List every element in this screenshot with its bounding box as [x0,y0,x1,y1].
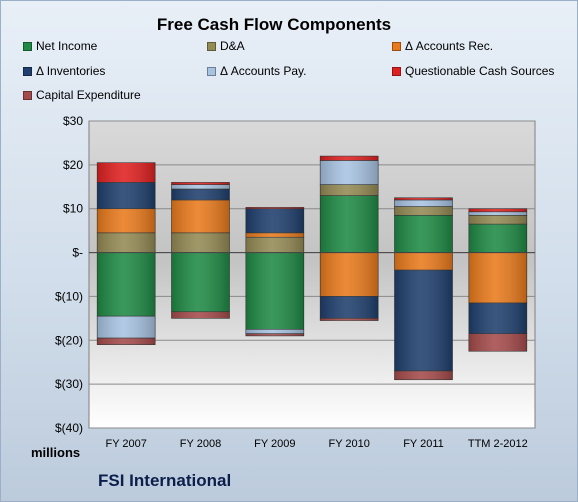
plot-background [88,120,536,429]
legend-label: Questionable Cash Sources [405,64,555,78]
bar-segment-sheen [171,232,230,253]
bar-segment-sheen [97,252,156,317]
bar-segment-sheen [394,197,453,200]
bar-segment-sheen [171,311,230,319]
bar-segment-sheen [97,316,156,339]
bar-segment-sheen [320,195,379,253]
legend-item: Δ Accounts Pay. [207,64,307,78]
bar-segment-sheen [97,162,156,183]
legend-item: Δ Inventories [23,64,105,78]
bar-segment-sheen [171,199,230,233]
legend-swatch [23,41,32,51]
bar-segment-sheen [171,188,230,200]
y-tick-label: $10 [63,202,83,216]
legend-item: D&A [207,39,245,53]
legend-label: Δ Accounts Pay. [220,64,307,78]
bar-segment-sheen [245,333,304,336]
x-tick-label: FY 2008 [180,438,221,450]
legend-swatch [207,66,216,76]
bar-segment-sheen [468,224,527,253]
bar-segment-sheen [245,232,304,238]
bar-segment-sheen [468,208,527,212]
bar-segment-sheen [245,208,304,233]
bar-segment-sheen [97,232,156,253]
y-tick-label: $20 [63,158,83,172]
bar-segment-sheen [171,252,230,312]
bar-segment-sheen [468,252,527,304]
bar-segment-sheen [394,270,453,371]
bar-segment-sheen [394,199,453,207]
bar-segment-sheen [394,206,453,216]
bar-segment-sheen [468,215,527,225]
legend-swatch [392,41,401,51]
y-axis-units-label: millions [31,445,81,460]
y-tick-label: $(20) [55,333,83,347]
bar-segment-sheen [245,252,304,330]
bar-segment-sheen [468,211,527,216]
bar-segment-sheen [97,338,156,345]
bar-segment-sheen [320,252,379,297]
bar-segment-sheen [171,184,230,189]
legend-label: Capital Expenditure [36,88,141,102]
x-tick-label: FY 2010 [328,438,369,450]
bar-segment-sheen [245,207,304,209]
legend-item: Questionable Cash Sources [392,64,554,78]
y-tick-label: $(40) [55,421,83,435]
legend-swatch [392,66,401,76]
bar-segment-sheen [97,208,156,233]
company-name: FSI International [98,471,232,490]
bar-segment-sheen [320,296,379,319]
y-tick-label: $(10) [55,289,83,303]
legend-swatch [23,66,32,76]
legend-swatch [23,90,32,100]
bar-segment-sheen [320,184,379,196]
legend-item: Capital Expenditure [23,88,141,102]
x-tick-label: FY 2011 [403,438,444,450]
bar-segment-sheen [320,318,379,321]
bar-segment-sheen [245,329,304,334]
bar-segment-sheen [468,333,527,352]
legend-label: D&A [220,39,245,53]
x-tick-label: FY 2007 [105,438,146,450]
legend-label: Δ Inventories [36,64,106,78]
legend-label: Δ Accounts Rec. [405,39,494,53]
y-tick-label: $30 [63,114,83,128]
bar-segment-sheen [320,160,379,185]
legend-item: Δ Accounts Rec. [392,39,493,53]
bar-segment-sheen [394,370,453,380]
legend-swatch [207,41,216,51]
bar-segment-sheen [394,252,453,271]
legend-item: Net Income [23,39,97,53]
y-tick-label: $- [72,246,83,260]
bar-segment-sheen [320,156,379,161]
x-tick-label: TTM 2-2012 [468,438,528,450]
bar-segment-sheen [468,303,527,334]
bar-segment-sheen [245,237,304,253]
x-tick-label: FY 2009 [254,438,295,450]
y-tick-label: $(30) [55,377,83,391]
bar-segment-sheen [171,182,230,185]
chart-title: Free Cash Flow Components [156,15,392,34]
bar-segment-sheen [97,182,156,209]
legend-label: Net Income [36,39,98,53]
bar-segment-sheen [394,215,453,253]
